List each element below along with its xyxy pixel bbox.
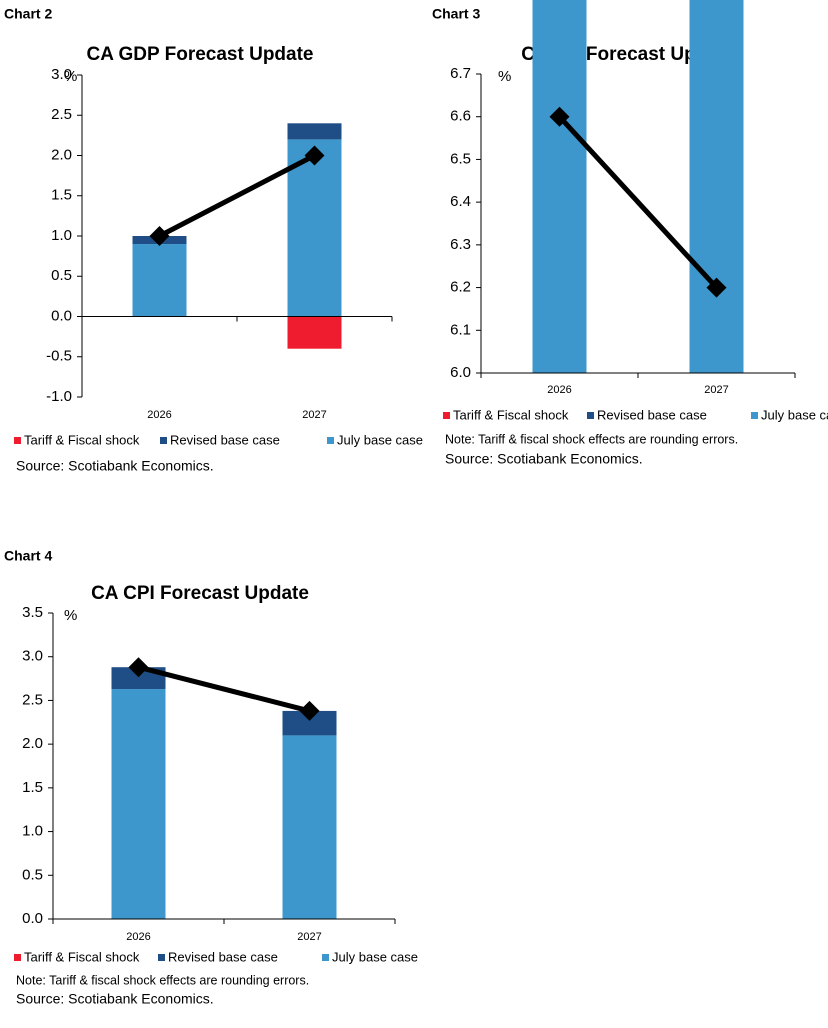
legend-label: July base case — [332, 949, 418, 964]
note: Note: Tariff & fiscal shock effects are … — [445, 432, 738, 446]
y-tick-label: 2.0 — [22, 735, 43, 752]
x-tick-label: 2027 — [704, 384, 728, 396]
legend-label: Revised base case — [168, 949, 278, 964]
legend-swatch — [14, 437, 21, 444]
y-unit: % — [498, 68, 511, 85]
y-tick-label: 6.6 — [450, 108, 471, 125]
y-tick-label: 0.5 — [51, 267, 72, 284]
bar-segment — [532, 0, 587, 373]
y-tick-label: 0.0 — [22, 910, 43, 927]
forecast-marker — [128, 657, 149, 678]
forecast-marker — [304, 145, 325, 166]
y-tick-label: 1.5 — [51, 187, 72, 204]
bar-segment — [282, 735, 337, 919]
legend-swatch — [160, 437, 167, 444]
forecast-marker — [706, 277, 727, 298]
forecast-marker — [149, 226, 170, 246]
forecast-line — [158, 153, 316, 239]
y-unit: % — [64, 607, 77, 624]
legend-swatch — [14, 954, 21, 961]
x-tick-label: 2026 — [126, 931, 150, 943]
y-tick-label: 2.5 — [51, 106, 72, 123]
legend-label: July base case — [337, 432, 423, 447]
y-unit: % — [64, 68, 77, 85]
chart-label: Chart 2 — [4, 6, 52, 22]
chart-title: CA GDP Forecast Update — [87, 44, 314, 65]
y-tick-label: 6.0 — [450, 364, 471, 381]
x-tick-label: 2027 — [297, 931, 321, 943]
y-tick-label: 3.0 — [22, 648, 43, 665]
y-tick-label: 6.4 — [450, 193, 471, 210]
y-tick-label: -1.0 — [46, 388, 72, 405]
y-tick-label: 1.0 — [22, 823, 43, 840]
forecast-marker — [299, 700, 320, 721]
y-tick-label: 6.1 — [450, 321, 471, 338]
source: Source: Scotiabank Economics. — [16, 458, 214, 474]
y-tick-label: 1.5 — [22, 779, 43, 796]
y-tick-label: 0.0 — [51, 307, 72, 324]
legend-label: Tariff & Fiscal shock — [24, 949, 140, 964]
x-tick-label: 2027 — [302, 409, 326, 421]
chart-title: CA CPI Forecast Update — [91, 583, 309, 604]
y-tick-label: 3.0 — [51, 66, 72, 83]
bar-segment — [111, 689, 166, 919]
y-tick-label: 2.0 — [51, 146, 72, 163]
y-tick-label: 6.3 — [450, 236, 471, 253]
bar-segment — [287, 316, 342, 349]
x-tick-label: 2026 — [547, 384, 571, 396]
y-tick-label: -0.5 — [46, 348, 72, 365]
legend-swatch — [751, 412, 758, 419]
legend-label: July base case — [761, 407, 828, 422]
legend-label: Tariff & Fiscal shock — [24, 432, 140, 447]
legend-swatch — [158, 954, 165, 961]
bar-segment — [689, 0, 744, 373]
bar-segment — [287, 139, 342, 317]
note: Note: Tariff & fiscal shock effects are … — [16, 973, 309, 987]
legend-swatch — [587, 412, 594, 419]
bar-segment — [132, 244, 187, 317]
y-tick-label: 6.5 — [450, 150, 471, 167]
legend-swatch — [322, 954, 329, 961]
source: Source: Scotiabank Economics. — [445, 451, 643, 467]
legend-label: Tariff & Fiscal shock — [453, 407, 569, 422]
y-tick-label: 6.7 — [450, 65, 471, 82]
y-tick-label: 3.5 — [22, 604, 43, 621]
forecast-line — [137, 664, 311, 714]
legend-label: Revised base case — [597, 407, 707, 422]
legend-swatch — [327, 437, 334, 444]
source: Source: Scotiabank Economics. — [16, 991, 214, 1007]
y-tick-label: 2.5 — [22, 691, 43, 708]
forecast-line — [557, 115, 719, 290]
bar-segment — [287, 123, 342, 140]
legend-label: Revised base case — [170, 432, 280, 447]
y-tick-label: 1.0 — [51, 227, 72, 244]
chart-label: Chart 3 — [432, 6, 480, 22]
x-tick-label: 2026 — [147, 409, 171, 421]
y-tick-label: 6.2 — [450, 279, 471, 296]
y-tick-label: 0.5 — [22, 866, 43, 883]
chart-label: Chart 4 — [4, 548, 52, 564]
forecast-marker — [549, 106, 570, 127]
legend-swatch — [443, 412, 450, 419]
